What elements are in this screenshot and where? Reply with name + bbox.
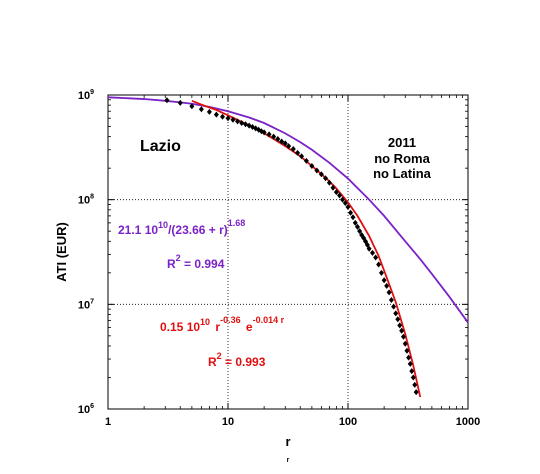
data-point — [381, 277, 387, 284]
data-point — [412, 381, 418, 388]
data-point — [395, 316, 401, 323]
data-point — [220, 113, 226, 120]
data-point — [404, 347, 410, 354]
fit-curve — [107, 96, 469, 324]
data-point — [333, 189, 339, 196]
data-point — [235, 118, 241, 125]
data-point — [261, 129, 267, 136]
data-point — [357, 228, 363, 235]
note-line-1: 2011 — [388, 135, 416, 150]
fit-r2-red: R2 = 0.993 — [208, 351, 266, 369]
x-tick-label: 1000 — [456, 416, 480, 428]
data-point — [177, 99, 183, 106]
data-point — [386, 289, 392, 296]
data-point — [352, 219, 358, 226]
data-point — [323, 175, 329, 182]
data-point — [397, 322, 403, 329]
fit-equation-purple: 21.1 1010/(23.66 + r)1.68 — [118, 218, 245, 237]
data-point — [206, 108, 212, 115]
data-point — [393, 310, 399, 317]
data-point — [295, 149, 301, 156]
data-point — [402, 340, 408, 347]
data-point — [164, 97, 170, 104]
y-tick-label: 107 — [78, 298, 94, 311]
data-point — [409, 368, 415, 375]
data-point — [400, 333, 406, 340]
data-point — [282, 140, 288, 147]
data-point — [337, 192, 343, 199]
plot-frame — [107, 94, 469, 410]
data-point — [198, 106, 204, 113]
note-line-3: no Latina — [373, 166, 432, 181]
fit-r2-purple: R2 = 0.994 — [167, 253, 225, 271]
data-point — [373, 254, 379, 261]
y-tick-label: 109 — [78, 89, 94, 102]
data-point — [275, 135, 281, 142]
data-point — [407, 360, 413, 367]
fit-equation-red: 0.15 1010 r-0.36 e-0.014 r — [160, 315, 285, 334]
data-point — [225, 115, 231, 122]
data-point — [376, 261, 382, 268]
note-line-2: no Roma — [374, 151, 430, 166]
data-point — [303, 157, 309, 164]
y-tick-label: 106 — [78, 403, 94, 416]
ticks: 1 10 100 1000 106 107 108 109 — [78, 89, 480, 428]
y-axis-label: ATI (EUR) — [54, 222, 69, 282]
data-point — [249, 123, 255, 130]
data-point — [399, 327, 405, 334]
series-layer — [107, 96, 469, 398]
data-point — [348, 209, 354, 216]
x-tick-label: 10 — [222, 416, 234, 428]
data-point — [350, 214, 356, 221]
x-axis-label: r — [285, 434, 290, 449]
data-point — [271, 133, 277, 140]
region-label: Lazio — [140, 138, 181, 155]
data-point — [345, 204, 351, 211]
data-point — [286, 143, 292, 150]
data-point — [330, 184, 336, 191]
y-tick-label: 108 — [78, 194, 94, 207]
data-point — [318, 171, 324, 178]
data-point — [369, 249, 375, 256]
data-point — [378, 269, 384, 276]
data-point — [290, 145, 296, 152]
data-point — [342, 199, 348, 206]
x-tick-label: 100 — [339, 416, 357, 428]
data-point — [213, 111, 219, 118]
data-point — [410, 374, 416, 381]
data-point — [413, 389, 419, 396]
data-point — [314, 167, 320, 174]
data-point — [239, 120, 245, 127]
data-point — [230, 116, 236, 123]
data-point — [384, 282, 390, 289]
data-point — [366, 245, 372, 252]
data-point — [279, 138, 285, 145]
plot-area: 1 10 100 1000 106 107 108 109 — [78, 89, 480, 428]
x-axis-sublabel: r — [287, 457, 290, 464]
data-point — [355, 223, 361, 230]
data-point — [299, 153, 305, 160]
data-point — [189, 103, 195, 110]
data-point — [309, 162, 315, 169]
data-point — [340, 196, 346, 203]
data-point — [388, 297, 394, 304]
data-point — [266, 131, 272, 138]
data-point — [391, 303, 397, 310]
data-point — [326, 179, 332, 186]
data-point — [406, 354, 412, 361]
x-tick-label: 1 — [105, 416, 111, 428]
grid — [108, 95, 468, 409]
